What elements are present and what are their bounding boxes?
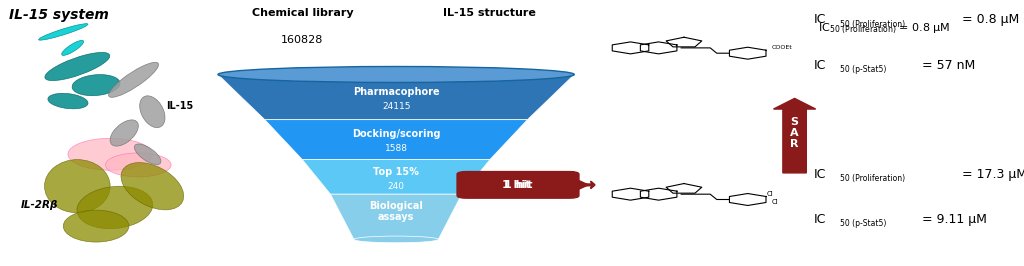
Polygon shape: [302, 160, 489, 194]
Text: IL-2Rβ: IL-2Rβ: [22, 200, 58, 210]
Text: $\mathregular{IC_{50\ (Proliferation)}}$ = 0.8 μM: $\mathregular{IC_{50\ (Proliferation)}}$…: [818, 21, 950, 36]
Text: IC: IC: [813, 168, 825, 181]
Polygon shape: [265, 120, 527, 160]
Text: 50 (Proliferation): 50 (Proliferation): [840, 20, 905, 29]
Text: 240: 240: [388, 182, 404, 191]
Text: ~compound~: ~compound~: [658, 45, 696, 50]
Text: 24115: 24115: [382, 102, 411, 111]
Text: = 0.8 μM: = 0.8 μM: [957, 13, 1019, 26]
Text: = 57 nM: = 57 nM: [919, 59, 976, 72]
Ellipse shape: [77, 186, 153, 229]
Text: Cl: Cl: [767, 191, 773, 197]
Text: S
A
R: S A R: [791, 117, 799, 149]
Text: 1 hit: 1 hit: [504, 180, 532, 190]
Ellipse shape: [354, 236, 438, 243]
Text: = 9.11 μM: = 9.11 μM: [919, 213, 987, 226]
Text: IL-15 structure: IL-15 structure: [443, 8, 537, 18]
Text: S
A
R: S A R: [785, 106, 795, 149]
Ellipse shape: [134, 144, 161, 165]
Text: IC: IC: [813, 59, 825, 72]
Text: IC: IC: [813, 213, 825, 226]
Text: 50 (p-Stat5): 50 (p-Stat5): [840, 65, 886, 74]
Ellipse shape: [39, 24, 88, 40]
Ellipse shape: [72, 74, 120, 96]
Ellipse shape: [68, 138, 153, 170]
Ellipse shape: [44, 160, 111, 213]
Text: = 17.3 μM: = 17.3 μM: [957, 168, 1024, 181]
Text: Chemical library: Chemical library: [252, 8, 353, 18]
Ellipse shape: [61, 40, 84, 55]
Text: 1588: 1588: [385, 144, 408, 153]
FancyArrow shape: [467, 174, 589, 196]
Text: 160828: 160828: [282, 35, 324, 45]
FancyArrow shape: [773, 98, 816, 173]
Text: 50 (Proliferation): 50 (Proliferation): [840, 174, 905, 183]
Text: Docking/scoring: Docking/scoring: [352, 129, 440, 139]
Text: IL-15 system: IL-15 system: [8, 8, 109, 22]
FancyBboxPatch shape: [457, 172, 579, 198]
Text: Biological
assays: Biological assays: [370, 201, 423, 222]
Text: 1 hit: 1 hit: [502, 180, 530, 190]
Ellipse shape: [48, 93, 88, 109]
Text: IL-15: IL-15: [167, 101, 194, 111]
Text: Pharmacophore: Pharmacophore: [353, 87, 439, 97]
Text: Cl: Cl: [771, 199, 778, 205]
Polygon shape: [331, 194, 462, 239]
Ellipse shape: [111, 120, 138, 146]
Text: Top 15%: Top 15%: [373, 167, 419, 177]
Ellipse shape: [218, 66, 574, 82]
Ellipse shape: [105, 153, 171, 177]
Ellipse shape: [139, 96, 165, 128]
Ellipse shape: [45, 52, 110, 81]
Ellipse shape: [109, 62, 159, 97]
Ellipse shape: [121, 163, 183, 210]
Polygon shape: [218, 74, 574, 120]
Text: IC: IC: [813, 13, 825, 26]
Text: COOEt: COOEt: [771, 45, 792, 50]
Text: 50 (p-Stat5): 50 (p-Stat5): [840, 219, 886, 228]
Ellipse shape: [63, 210, 129, 242]
